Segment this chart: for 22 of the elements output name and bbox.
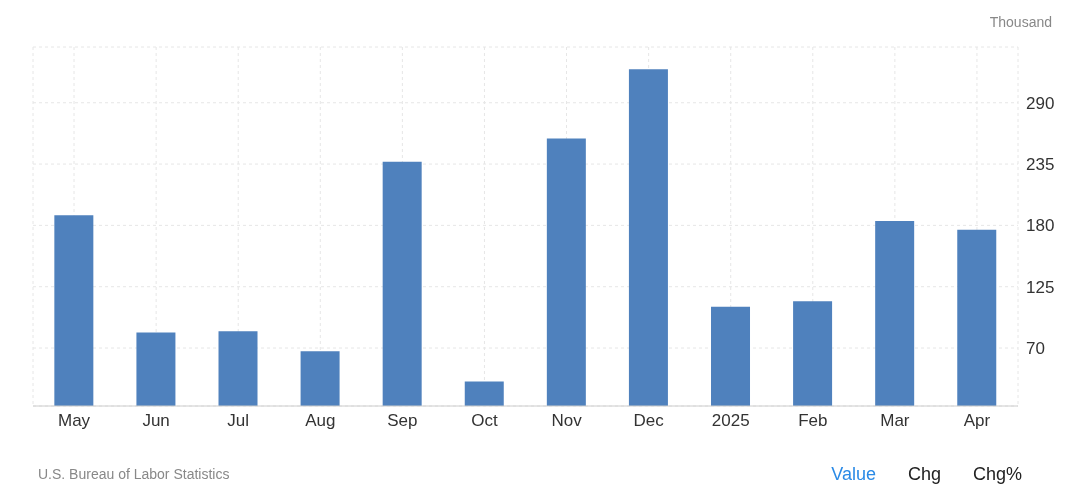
y-tick-label: 290 [1026, 93, 1055, 113]
x-tick-label: Jul [227, 411, 250, 431]
x-tick-label: May [57, 411, 91, 431]
y-tick-label: 235 [1026, 155, 1055, 175]
text: Chg [907, 464, 941, 485]
text: U.S. Bureau of Labor Statistics [38, 466, 230, 482]
y-axis-title: Thousand [989, 14, 1052, 30]
x-tick-label: Aug [305, 411, 336, 431]
text: Value [831, 464, 876, 485]
y-tick-label: 70 [1026, 339, 1045, 359]
x-tick-label: Sep [387, 411, 418, 431]
x-tick-label: Oct [471, 411, 498, 431]
x-tick-label: Dec [633, 411, 665, 431]
x-tick-label: Mar [880, 411, 910, 431]
x-tick-label: Feb [798, 411, 828, 431]
text: Chg% [972, 464, 1022, 485]
y-tick-label: 125 [1026, 277, 1055, 297]
x-tick-label: Nov [551, 411, 583, 431]
x-tick-label: Apr [963, 411, 991, 431]
x-tick-label: Jun [142, 411, 170, 431]
y-tick-label: 180 [1026, 216, 1055, 236]
x-tick-label: 2025 [711, 411, 750, 431]
